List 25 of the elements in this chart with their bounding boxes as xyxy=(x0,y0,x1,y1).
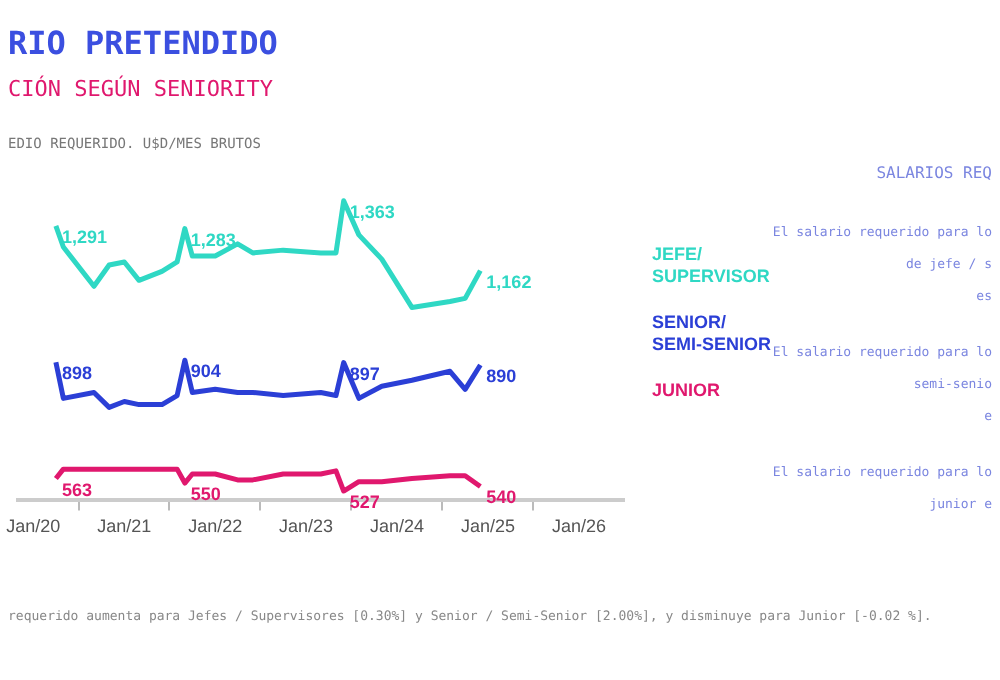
x-tick-label: Jan/26 xyxy=(551,516,606,537)
x-tick-label: Jan/22 xyxy=(188,516,243,537)
data-label: 897 xyxy=(349,363,380,384)
text: JEFE/ SUPERVISOR xyxy=(652,244,772,288)
x-tick-label: Jan/20 xyxy=(6,516,61,537)
data-label: 550 xyxy=(190,484,221,505)
data-label: 1,162 xyxy=(486,271,532,292)
chart-subtitle: CIÓN SEGÚN SENIORITY xyxy=(8,76,273,102)
data-label: 890 xyxy=(486,366,517,386)
data-label: 898 xyxy=(61,363,92,384)
x-tick-label: Jan/24 xyxy=(369,516,424,537)
x-tick-label: Jan/21 xyxy=(97,516,152,537)
data-label: 527 xyxy=(349,492,380,512)
text: SENIOR/ SEMI-SENIOR xyxy=(652,312,772,354)
data-label: 540 xyxy=(486,487,517,508)
x-tick-label: Jan/23 xyxy=(279,516,334,537)
data-label: 563 xyxy=(61,479,92,500)
text: JUNIOR xyxy=(652,380,723,402)
x-tick-label: Jan/25 xyxy=(461,516,516,537)
data-label: 1,291 xyxy=(61,226,107,247)
text: SALARIOS REQ xyxy=(876,164,992,182)
data-label: 1,363 xyxy=(349,201,395,222)
chart-title: RIO PRETENDIDO xyxy=(8,24,278,62)
data-label: 904 xyxy=(190,361,221,382)
data-label: 1,283 xyxy=(190,229,236,250)
